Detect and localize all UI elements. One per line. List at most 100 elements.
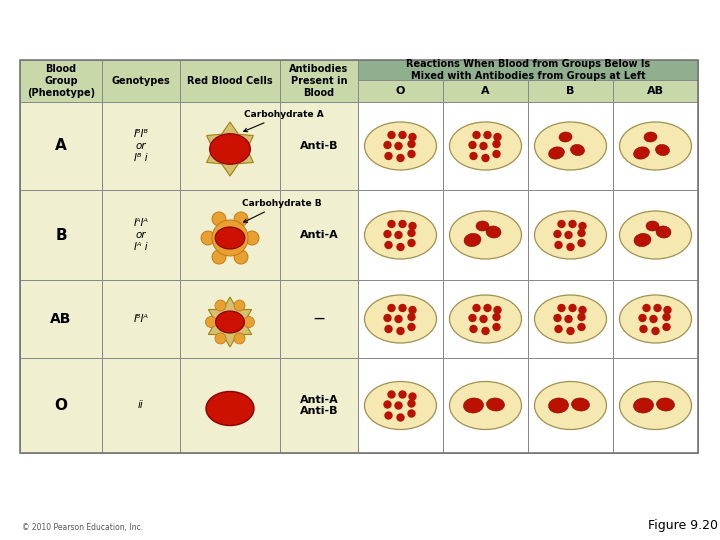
Circle shape bbox=[396, 154, 405, 162]
Bar bbox=[20, 190, 102, 280]
Circle shape bbox=[469, 152, 477, 160]
Circle shape bbox=[396, 413, 405, 422]
Ellipse shape bbox=[657, 398, 675, 411]
Ellipse shape bbox=[210, 134, 251, 164]
Circle shape bbox=[408, 306, 417, 314]
Bar bbox=[180, 358, 280, 453]
Bar bbox=[358, 80, 443, 102]
Bar bbox=[20, 280, 102, 358]
Bar bbox=[280, 102, 358, 190]
Circle shape bbox=[384, 152, 392, 160]
Circle shape bbox=[215, 300, 226, 311]
Bar bbox=[180, 60, 280, 102]
Circle shape bbox=[245, 231, 259, 245]
Ellipse shape bbox=[534, 122, 606, 170]
Circle shape bbox=[408, 392, 417, 401]
Text: Anti-B: Anti-B bbox=[300, 141, 338, 151]
Circle shape bbox=[243, 316, 254, 327]
Circle shape bbox=[408, 222, 417, 230]
Text: O: O bbox=[55, 398, 68, 413]
Circle shape bbox=[408, 399, 415, 408]
Bar bbox=[528, 190, 613, 280]
Bar bbox=[280, 280, 358, 358]
Circle shape bbox=[662, 313, 671, 321]
Bar bbox=[613, 190, 698, 280]
Circle shape bbox=[387, 390, 396, 399]
Bar bbox=[358, 60, 698, 80]
Bar bbox=[358, 358, 443, 453]
Circle shape bbox=[201, 231, 215, 245]
Text: —: — bbox=[313, 314, 325, 324]
Ellipse shape bbox=[656, 226, 671, 238]
Circle shape bbox=[568, 220, 577, 228]
Circle shape bbox=[234, 333, 245, 344]
Circle shape bbox=[554, 241, 563, 249]
Circle shape bbox=[663, 306, 672, 314]
Circle shape bbox=[383, 141, 392, 149]
Circle shape bbox=[383, 400, 392, 409]
Text: Blood
Group
(Phenotype): Blood Group (Phenotype) bbox=[27, 64, 95, 98]
Circle shape bbox=[468, 314, 477, 322]
Text: AB: AB bbox=[647, 86, 664, 96]
Bar bbox=[443, 358, 528, 453]
Ellipse shape bbox=[619, 122, 691, 170]
Ellipse shape bbox=[534, 381, 606, 429]
Circle shape bbox=[564, 231, 572, 239]
Circle shape bbox=[557, 220, 566, 228]
Circle shape bbox=[408, 239, 415, 247]
Circle shape bbox=[398, 220, 407, 228]
Bar bbox=[358, 190, 443, 280]
Text: Carbohydrate A: Carbohydrate A bbox=[243, 110, 324, 132]
Ellipse shape bbox=[549, 147, 564, 159]
Ellipse shape bbox=[634, 398, 654, 413]
Ellipse shape bbox=[570, 144, 585, 156]
Ellipse shape bbox=[364, 295, 436, 343]
Text: Red Blood Cells: Red Blood Cells bbox=[187, 76, 273, 86]
Ellipse shape bbox=[644, 132, 657, 142]
Circle shape bbox=[408, 150, 415, 158]
Circle shape bbox=[383, 230, 392, 238]
Bar bbox=[102, 102, 180, 190]
Circle shape bbox=[639, 325, 648, 333]
Bar bbox=[528, 80, 613, 102]
Circle shape bbox=[481, 327, 490, 335]
Circle shape bbox=[557, 304, 566, 312]
Circle shape bbox=[387, 131, 396, 139]
Bar bbox=[443, 80, 528, 102]
Circle shape bbox=[398, 304, 407, 312]
Polygon shape bbox=[208, 297, 252, 347]
Bar bbox=[358, 280, 443, 358]
Ellipse shape bbox=[619, 381, 691, 429]
Ellipse shape bbox=[449, 295, 521, 343]
Ellipse shape bbox=[486, 226, 501, 238]
Circle shape bbox=[578, 306, 587, 314]
Circle shape bbox=[396, 327, 405, 335]
Bar bbox=[20, 102, 102, 190]
Circle shape bbox=[384, 411, 392, 420]
Ellipse shape bbox=[464, 398, 484, 413]
Polygon shape bbox=[207, 122, 253, 176]
Circle shape bbox=[469, 325, 477, 333]
Circle shape bbox=[212, 212, 226, 226]
Circle shape bbox=[568, 304, 577, 312]
Bar bbox=[613, 80, 698, 102]
Circle shape bbox=[395, 231, 402, 239]
Ellipse shape bbox=[206, 392, 254, 426]
Circle shape bbox=[480, 315, 487, 323]
Circle shape bbox=[212, 220, 248, 256]
Text: A: A bbox=[55, 138, 67, 153]
Circle shape bbox=[212, 250, 226, 264]
Circle shape bbox=[554, 325, 563, 333]
Ellipse shape bbox=[646, 221, 659, 231]
Bar bbox=[613, 280, 698, 358]
Text: © 2010 Pearson Education, Inc.: © 2010 Pearson Education, Inc. bbox=[22, 523, 143, 532]
Circle shape bbox=[492, 323, 500, 331]
Circle shape bbox=[577, 229, 585, 237]
Text: Figure 9.20: Figure 9.20 bbox=[648, 519, 718, 532]
Bar bbox=[280, 190, 358, 280]
Bar bbox=[443, 190, 528, 280]
Circle shape bbox=[492, 150, 500, 158]
Circle shape bbox=[387, 220, 396, 228]
Circle shape bbox=[395, 401, 402, 410]
Circle shape bbox=[408, 133, 417, 141]
